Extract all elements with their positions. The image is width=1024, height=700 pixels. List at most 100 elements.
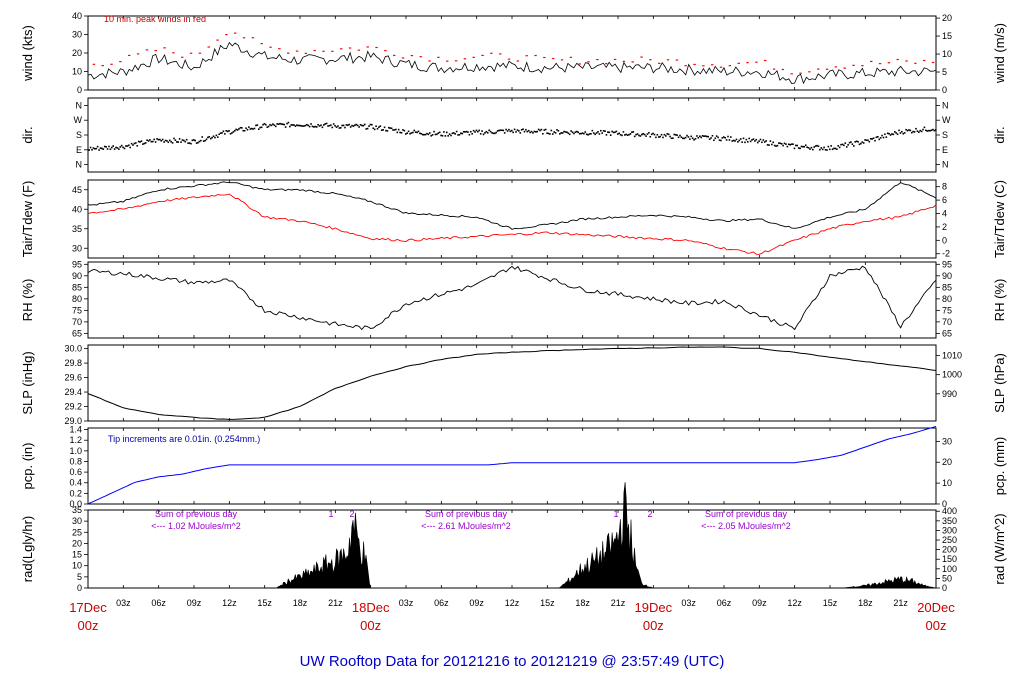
wind-direction-point xyxy=(276,123,278,125)
wind-direction-point xyxy=(137,140,140,143)
y-tick-label-right: W xyxy=(942,115,951,125)
wind-direction-point xyxy=(905,128,907,131)
wind-direction-point xyxy=(629,133,632,135)
sea-level-pressure-line xyxy=(87,346,937,420)
wind-direction-point xyxy=(706,135,708,138)
wind-direction-point xyxy=(799,147,801,150)
wind-direction-point xyxy=(279,122,281,125)
wind-direction-point xyxy=(365,128,367,130)
panel-frame-rh xyxy=(87,261,937,339)
wind-direction-point xyxy=(409,132,411,135)
wind-direction-point xyxy=(539,129,541,132)
wind-direction-point xyxy=(304,124,307,127)
wind-direction-point xyxy=(588,133,591,135)
wind-direction-point xyxy=(786,145,789,148)
wind-direction-point xyxy=(896,133,899,136)
panel-frame-dir xyxy=(87,97,937,173)
wind-direction-point xyxy=(489,130,492,133)
wind-direction-point xyxy=(167,141,170,144)
wind-direction-point xyxy=(200,139,202,142)
wind-direction-point xyxy=(318,125,321,127)
wind-direction-point xyxy=(129,146,131,149)
wind-direction-point xyxy=(769,140,772,142)
wind-direction-point xyxy=(287,121,290,124)
wind-direction-point xyxy=(826,149,828,151)
wind-direction-point xyxy=(754,140,756,142)
wind-direction-point xyxy=(550,129,553,132)
x-hour-label: 18z xyxy=(293,598,308,608)
wind-direction-point xyxy=(296,124,298,126)
wind-direction-point xyxy=(348,123,351,126)
wind-direction-point xyxy=(349,126,352,128)
wind-direction-point xyxy=(433,130,435,133)
y-axis-title-right: pcp. (mm) xyxy=(992,437,1007,496)
wind-direction-point xyxy=(650,133,653,136)
wind-peak-note: 10 min. peak winds in red xyxy=(104,14,206,24)
wind-direction-point xyxy=(772,141,775,144)
wind-direction-point xyxy=(779,142,782,145)
wind-direction-point xyxy=(604,130,606,132)
radiation-daily-sum-title: Sum of previous day xyxy=(155,509,238,519)
wind-direction-point xyxy=(513,128,516,131)
wind-direction-point xyxy=(451,132,454,135)
y-tick-label-left: 29.4 xyxy=(64,387,82,397)
panel-frame-temp xyxy=(87,179,937,259)
wind-direction-point xyxy=(502,129,505,132)
wind-direction-point xyxy=(171,142,174,144)
wind-direction-point xyxy=(94,148,96,150)
wind-direction-point xyxy=(185,138,188,141)
wind-direction-point xyxy=(510,129,513,132)
wind-direction-point xyxy=(773,144,776,147)
radiation-daily-sum-value: <--- 2.61 MJoules/m^2 xyxy=(421,521,511,531)
wind-direction-point xyxy=(670,137,673,140)
wind-direction-point xyxy=(852,145,855,147)
wind-direction-point xyxy=(393,129,396,131)
wind-direction-point xyxy=(621,134,623,137)
wind-direction-point xyxy=(270,124,273,127)
radiation-daily-sum-title: Sum of previous day xyxy=(425,509,508,519)
wind-direction-point xyxy=(289,125,291,128)
wind-direction-point xyxy=(708,138,711,140)
wind-direction-point xyxy=(496,130,499,132)
wind-direction-point xyxy=(877,136,879,138)
y-tick-label-left: N xyxy=(76,100,83,110)
wind-direction-point xyxy=(341,124,343,127)
wind-direction-point xyxy=(619,133,622,136)
y-tick-label-left: 0 xyxy=(77,85,82,95)
x-hour-label: 12z xyxy=(222,598,237,608)
wind-direction-point xyxy=(334,125,336,127)
wind-direction-point xyxy=(560,132,563,134)
wind-direction-point xyxy=(591,129,594,132)
wind-direction-point xyxy=(362,124,365,127)
wind-direction-point xyxy=(789,143,791,146)
wind-direction-point xyxy=(580,132,582,135)
wind-direction-point xyxy=(659,135,661,138)
y-tick-label-left: 20 xyxy=(72,538,82,548)
wind-direction-point xyxy=(110,146,113,149)
wind-direction-point xyxy=(282,123,284,126)
wind-direction-point xyxy=(763,141,766,143)
wind-direction-point xyxy=(891,133,893,135)
y-tick-label-right: 20 xyxy=(942,13,952,23)
wind-direction-point xyxy=(424,133,427,136)
wind-direction-point xyxy=(293,124,295,126)
wind-direction-point xyxy=(819,148,821,151)
wind-direction-point xyxy=(488,129,490,132)
wind-direction-point xyxy=(395,128,397,131)
wind-direction-point xyxy=(908,129,910,131)
wind-direction-point xyxy=(404,133,407,135)
wind-direction-point xyxy=(597,131,599,133)
x-hour-label: 15z xyxy=(540,598,555,608)
wind-direction-point xyxy=(280,123,283,125)
wind-direction-point xyxy=(441,134,444,137)
wind-direction-point xyxy=(464,131,466,133)
wind-direction-point xyxy=(608,131,611,134)
wind-direction-point xyxy=(718,139,721,141)
wind-direction-point xyxy=(529,131,531,134)
x-hour-label: 21z xyxy=(611,598,626,608)
wind-direction-point xyxy=(402,129,404,131)
wind-direction-point xyxy=(912,130,914,133)
wind-direction-point xyxy=(698,135,701,138)
wind-direction-point xyxy=(530,130,533,133)
wind-direction-point xyxy=(416,131,418,134)
